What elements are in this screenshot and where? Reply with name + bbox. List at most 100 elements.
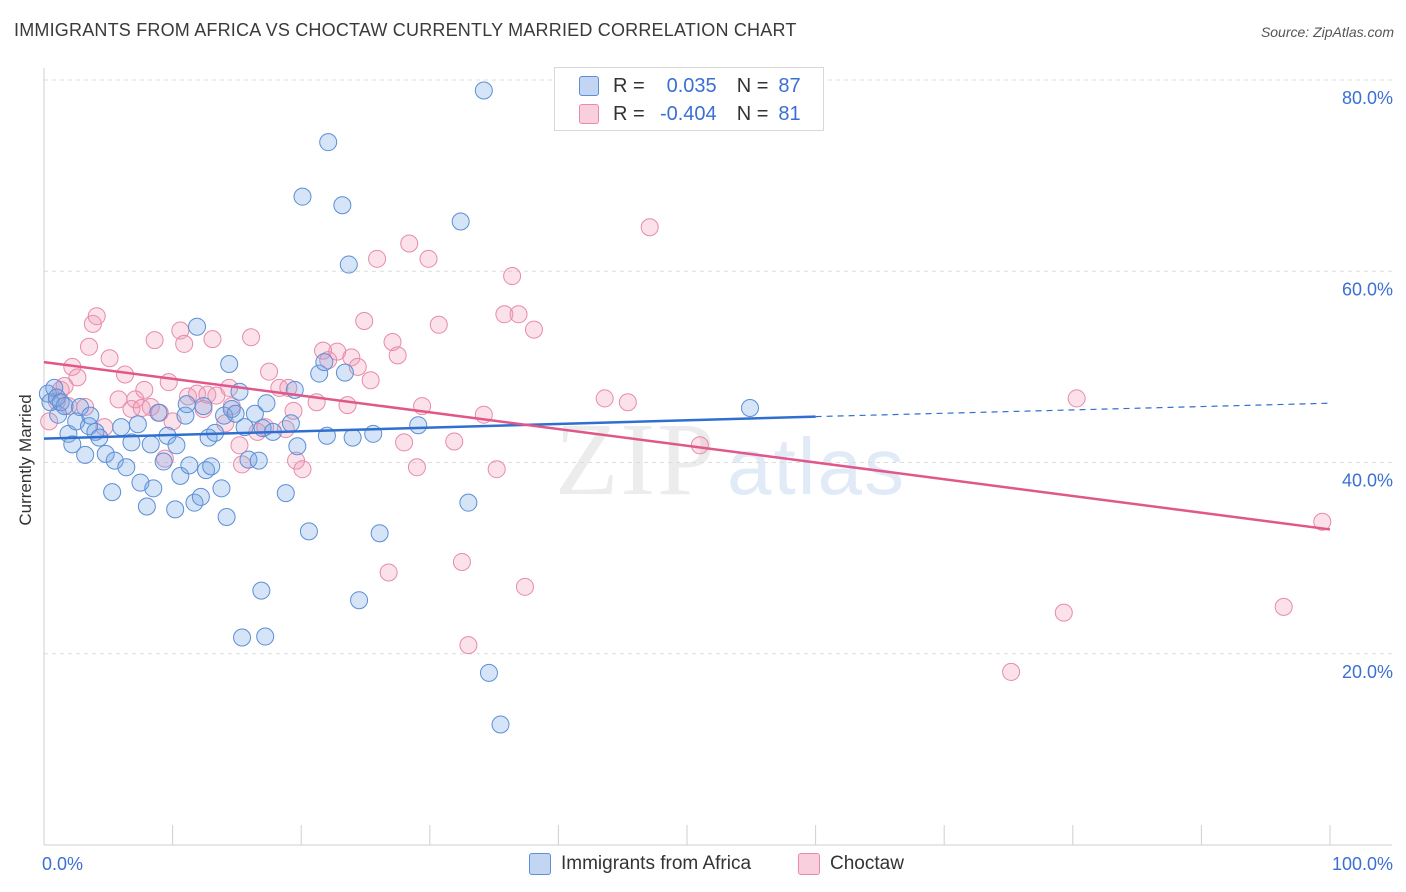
choctaw-point [388,346,407,365]
africa-point [105,451,124,470]
choctaw-point [1067,389,1086,408]
africa-point [76,445,95,464]
choctaw-point [314,341,333,360]
africa-point [194,397,213,416]
choctaw-point [419,249,438,268]
n-label: N = [736,102,769,125]
y-tick-label: 40.0% [1342,471,1393,491]
africa-point [144,479,163,498]
choctaw-point [171,321,190,340]
choctaw-trend-line [43,360,1331,531]
africa-point [180,456,199,475]
africa-point [212,479,231,498]
africa-point [239,450,258,469]
choctaw-point [198,385,217,404]
x-tick-label: 100.0% [1332,854,1393,874]
africa-point [459,493,478,512]
choctaw-point [80,337,99,356]
africa-point [235,418,254,437]
bottom-legend-africa: Immigrants from Africa [529,852,751,876]
africa-point [188,317,207,336]
bottom-legend-choctaw: Choctaw [798,852,904,876]
n-value-choctaw: 81 [778,102,801,125]
choctaw-point [68,368,87,387]
africa-point [177,395,196,414]
choctaw-point [515,577,534,596]
choctaw-point [145,331,164,350]
choctaw-point [361,371,380,390]
stats-legend-row-choctaw: R = -0.404 N = 81 [579,102,801,126]
choctaw-point [338,396,357,415]
y-tick-label: 60.0% [1342,279,1393,299]
r-value-choctaw: -0.404 [659,102,717,125]
n-label: N = [736,74,769,97]
choctaw-point [429,315,448,334]
choctaw-point [640,218,659,237]
africa-point [319,133,338,152]
stats-legend: R = 0.035 N = 87 R = -0.404 N = 81 [554,67,824,131]
choctaw-point [1054,603,1073,622]
choctaw-point [495,305,514,324]
africa-point [315,353,334,372]
africa-point [122,433,141,452]
africa-point [276,484,295,503]
choctaw-point [368,249,387,268]
africa-point [257,394,276,413]
n-value-africa: 87 [778,74,801,97]
africa-point [310,364,329,383]
choctaw-point [230,436,249,455]
africa-point [154,452,173,471]
choctaw-legend-label: Choctaw [830,853,904,874]
africa-point [81,406,100,425]
choctaw-point [355,311,374,330]
choctaw-point [203,330,222,349]
choctaw-legend-swatch [798,853,820,875]
y-tick-label: 80.0% [1342,88,1393,108]
africa-point [171,466,190,485]
choctaw-point [452,552,471,571]
africa-point [103,483,122,502]
choctaw-point [395,433,414,452]
africa-point [137,497,156,516]
stats-legend-row-africa: R = 0.035 N = 87 [579,74,801,98]
africa-point [245,404,264,423]
choctaw-point [379,563,398,582]
africa-point [141,435,160,454]
africa-point [167,436,186,455]
africa-point [128,415,147,434]
africa-legend-label: Immigrants from Africa [561,853,752,874]
choctaw-point [487,460,506,479]
chart-title: IMMIGRANTS FROM AFRICA VS CHOCTAW CURREN… [14,20,797,40]
africa-point [63,435,82,454]
africa-point [191,487,210,506]
choctaw-point [1274,597,1293,616]
choctaw-point [159,373,178,392]
africa-point [741,398,760,417]
africa-point [299,522,318,541]
africa-point [281,414,300,433]
choctaw-point [155,449,174,468]
africa-point [451,212,470,231]
africa-point [256,627,275,646]
r-label: R = [613,102,645,125]
choctaw-point [260,362,279,381]
africa-point [233,628,252,647]
africa-point [96,444,115,463]
africa-trend-extension [815,402,1331,418]
africa-legend-swatch [529,853,551,875]
choctaw-point [503,267,522,286]
africa-point [339,255,358,274]
africa-point [217,508,236,527]
choctaw-point [342,348,361,367]
choctaw-point [1002,662,1021,681]
africa-point [249,451,268,470]
choctaw-point [459,636,478,655]
choctaw-point [76,398,95,417]
africa-point [293,187,312,206]
choctaw-point [40,412,59,431]
africa-point [149,403,168,422]
choctaw-point [618,393,637,412]
africa-point [112,418,131,437]
africa-point [333,196,352,215]
